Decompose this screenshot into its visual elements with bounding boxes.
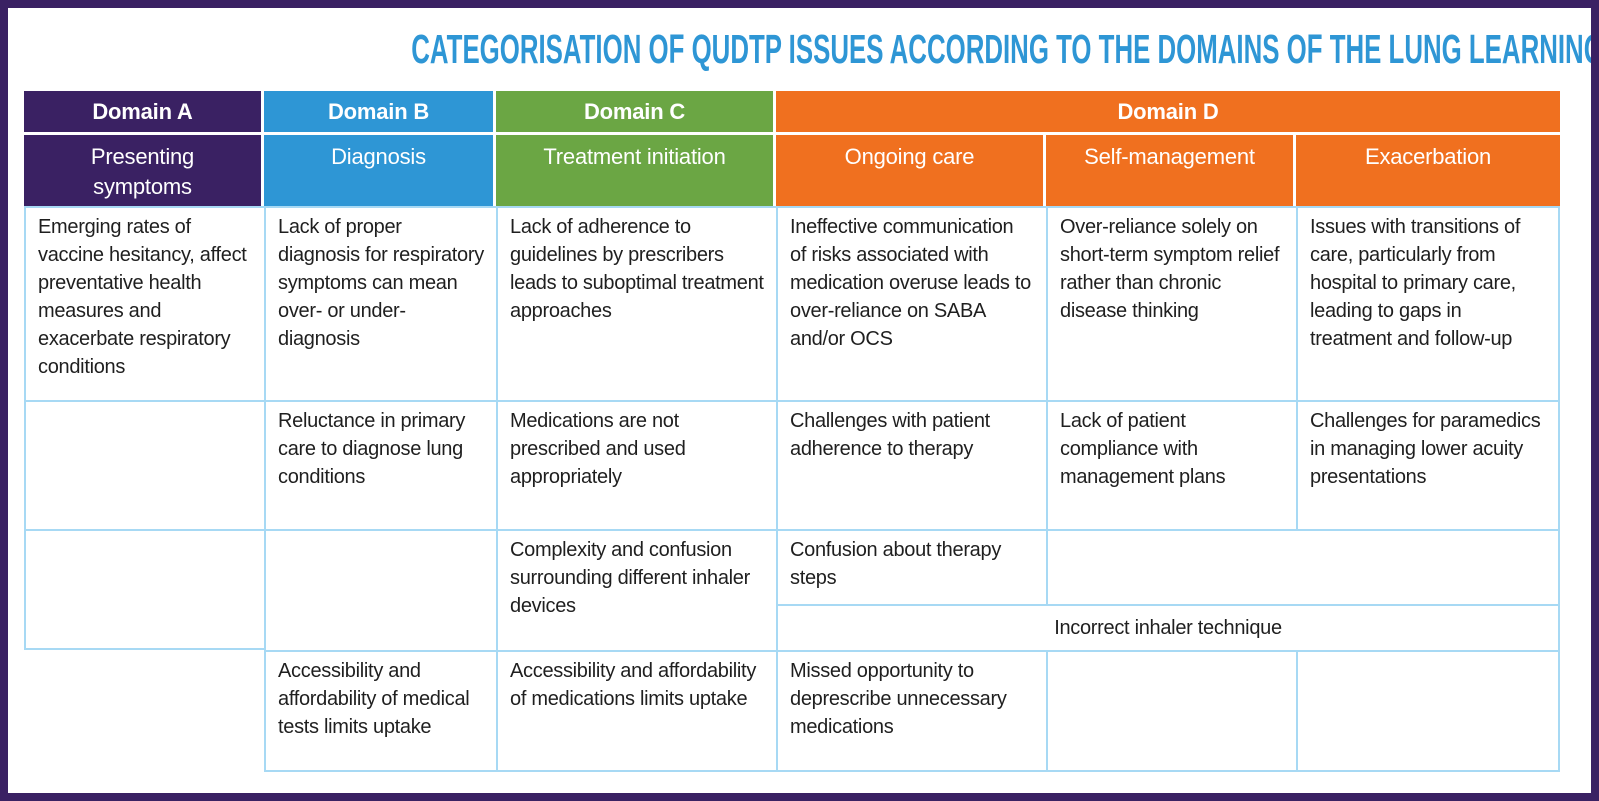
cell-row2-presenting-symptoms-empty (24, 400, 264, 529)
cell-row1-presenting-symptoms: Emerging rates of vaccine hesitancy, aff… (24, 206, 264, 400)
header-domain-d: Domain D (776, 91, 1561, 135)
table-row: Emerging rates of vaccine hesitancy, aff… (24, 206, 1561, 400)
categorisation-table: Domain A Domain B Domain C Domain D Pres… (24, 91, 1561, 772)
cell-row4-self-management-empty (1046, 650, 1296, 772)
cell-row2-exacerbation: Challenges for paramedics in managing lo… (1296, 400, 1561, 529)
table-row: Reluctance in primary care to diagnose l… (24, 400, 1561, 529)
cell-row3-diagnosis-empty (264, 529, 496, 650)
title-container: CATEGORISATION OF QUDTP ISSUES ACCORDING… (8, 26, 1591, 76)
cell-row4-presenting-symptoms-absent (24, 650, 264, 772)
cell-row1-ongoing-care: Ineffective communication of risks assoc… (776, 206, 1046, 400)
cell-row2-diagnosis: Reluctance in primary care to diagnose l… (264, 400, 496, 529)
cell-row2-treatment-initiation: Medications are not prescribed and used … (496, 400, 776, 529)
cell-row4-ongoing-care: Missed opportunity to deprescribe unnece… (776, 650, 1046, 772)
cell-row2-self-management: Lack of patient compliance with manageme… (1046, 400, 1296, 529)
subheader-self-management: Self-management (1046, 135, 1296, 206)
header-domain-c: Domain C (496, 91, 776, 135)
domain-header-row: Domain A Domain B Domain C Domain D (24, 91, 1561, 135)
cell-row4-treatment-initiation: Accessibility and affordability of medic… (496, 650, 776, 772)
table-row: Complexity and confusion surrounding dif… (24, 529, 1561, 650)
cell-row3-presenting-symptoms-empty (24, 529, 264, 650)
cell-row1-exacerbation: Issues with transitions of care, particu… (1296, 206, 1561, 400)
table-row: Accessibility and affordability of medic… (24, 650, 1561, 772)
cell-row3-ongoing-care: Confusion about therapy steps (776, 529, 1046, 604)
subdomain-header-row: Presenting symptoms Diagnosis Treatment … (24, 135, 1561, 206)
header-domain-a: Domain A (24, 91, 264, 135)
cell-row2-ongoing-care: Challenges with patient adherence to the… (776, 400, 1046, 529)
table-row: Incorrect inhaler technique (24, 604, 1561, 650)
subheader-treatment-initiation: Treatment initiation (496, 135, 776, 206)
subheader-presenting-symptoms: Presenting symptoms (24, 135, 264, 206)
page-title: CATEGORISATION OF QUDTP ISSUES ACCORDING… (411, 26, 1599, 72)
cell-row3-self-management-exacerbation-empty (1046, 529, 1561, 604)
cell-row3-domain-d-spanning: Incorrect inhaler technique (776, 604, 1561, 650)
cell-row1-treatment-initiation: Lack of adherence to guidelines by presc… (496, 206, 776, 400)
cell-row4-exacerbation-empty (1296, 650, 1561, 772)
subheader-diagnosis: Diagnosis (264, 135, 496, 206)
subheader-exacerbation: Exacerbation (1296, 135, 1561, 206)
cell-row1-diagnosis: Lack of proper diagnosis for respiratory… (264, 206, 496, 400)
subheader-ongoing-care: Ongoing care (776, 135, 1046, 206)
header-domain-b: Domain B (264, 91, 496, 135)
cell-row3-treatment-initiation: Complexity and confusion surrounding dif… (496, 529, 776, 650)
cell-row4-diagnosis: Accessibility and affordability of medic… (264, 650, 496, 772)
cell-row1-self-management: Over-reliance solely on short-term sympt… (1046, 206, 1296, 400)
